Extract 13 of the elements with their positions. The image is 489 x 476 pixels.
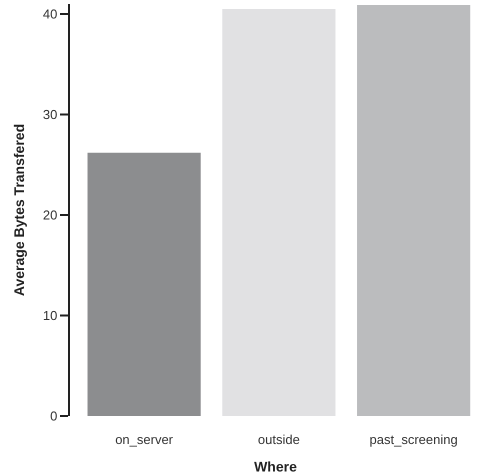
bar — [88, 152, 201, 416]
y-tick-label: 10 — [42, 308, 58, 324]
x-tick-label: past_screening — [370, 432, 458, 447]
y-tick-label: 20 — [42, 208, 58, 223]
x-tick-label: outside — [258, 432, 300, 447]
bar — [222, 9, 336, 416]
y-axis-title: Average Bytes Transfered — [11, 124, 28, 296]
bar — [357, 5, 470, 416]
y-tick-label: 30 — [42, 107, 58, 122]
y-tick-label: 0 — [50, 408, 58, 424]
y-tick-label: 40 — [42, 6, 58, 22]
x-tick-label: on_server — [115, 432, 174, 447]
x-axis-title: Where — [254, 458, 298, 474]
